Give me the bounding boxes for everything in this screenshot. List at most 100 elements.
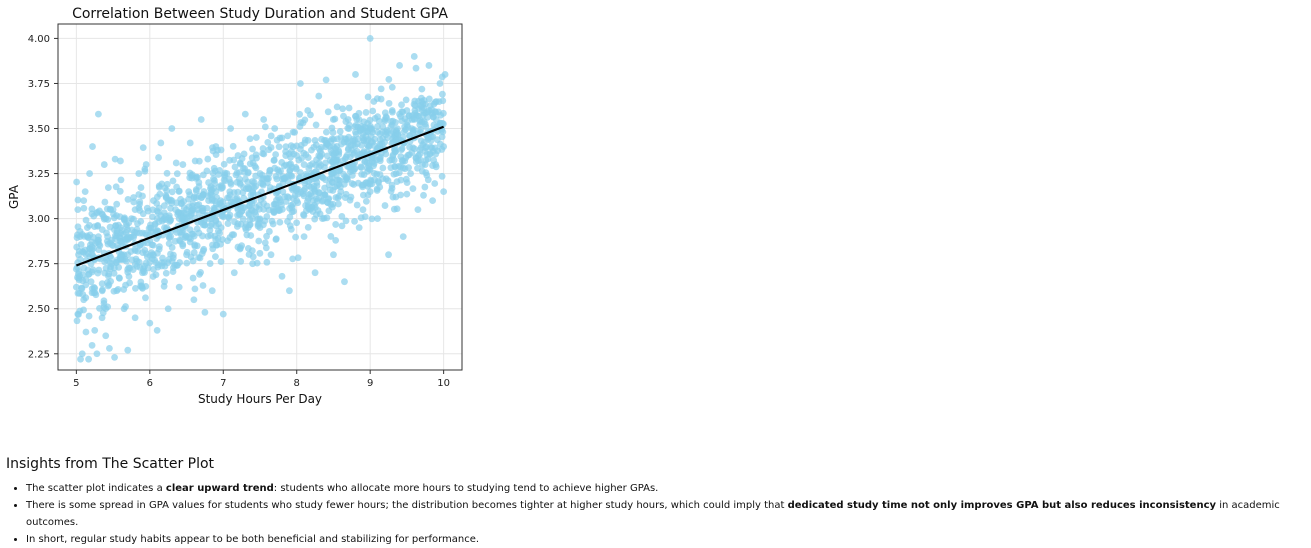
scatter-point	[366, 180, 374, 188]
scatter-point	[428, 106, 436, 113]
scatter-point	[102, 332, 110, 340]
scatter-point	[190, 296, 198, 304]
scatter-point	[131, 314, 139, 322]
scatter-point	[220, 176, 228, 184]
scatter-point	[110, 269, 118, 277]
scatter-point	[193, 225, 201, 233]
scatter-point	[307, 111, 314, 119]
scatter-point	[382, 150, 390, 158]
scatter-point	[198, 250, 206, 258]
scatter-point	[207, 222, 214, 230]
scatter-point	[422, 123, 430, 131]
scatter-point	[127, 248, 135, 255]
scatter-point	[286, 213, 294, 221]
scatter-point	[88, 285, 96, 293]
scatter-point	[282, 161, 290, 169]
scatter-point	[101, 198, 109, 206]
scatter-point	[237, 160, 244, 168]
scatter-point	[104, 184, 112, 191]
scatter-point	[261, 239, 269, 247]
scatter-point	[312, 121, 320, 129]
scatter-point	[179, 215, 187, 223]
scatter-point	[260, 199, 267, 207]
scatter-point	[344, 176, 351, 183]
scatter-point	[306, 162, 314, 169]
scatter-point	[437, 111, 445, 119]
scatter-point	[302, 151, 310, 158]
scatter-point	[353, 201, 361, 209]
scatter-point	[389, 117, 397, 125]
scatter-point	[260, 221, 267, 229]
scatter-point	[88, 210, 96, 218]
scatter-point	[368, 215, 376, 223]
scatter-point	[226, 211, 234, 219]
scatter-point	[227, 125, 235, 132]
scatter-point	[82, 328, 90, 336]
scatter-point	[183, 210, 191, 218]
scatter-point	[217, 146, 225, 154]
scatter-point	[342, 118, 350, 125]
scatter-point	[341, 194, 349, 201]
scatter-point	[287, 142, 295, 150]
scatter-point	[369, 138, 376, 146]
scatter-point	[255, 237, 263, 245]
scatter-point	[207, 189, 215, 196]
scatter-point	[279, 188, 287, 196]
scatter-point	[358, 164, 365, 172]
scatter-point	[320, 214, 328, 222]
scatter-point	[181, 233, 189, 241]
scatter-point	[276, 196, 284, 204]
scatter-point	[117, 176, 125, 184]
scatter-point	[135, 258, 143, 266]
scatter-point	[410, 115, 418, 123]
scatter-point	[82, 216, 90, 224]
scatter-point	[94, 269, 102, 277]
scatter-point	[341, 278, 348, 286]
scatter-point	[345, 104, 353, 112]
scatter-point	[285, 287, 293, 295]
scatter-point	[329, 129, 337, 136]
scatter-point	[328, 178, 336, 186]
scatter-point	[229, 142, 237, 150]
insights-list: The scatter plot indicates a clear upwar…	[6, 480, 1296, 548]
scatter-point	[398, 101, 405, 109]
scatter-point	[431, 180, 439, 187]
scatter-point	[411, 102, 419, 110]
scatter-point	[131, 228, 138, 236]
scatter-point	[329, 200, 337, 208]
scatter-point	[163, 169, 171, 177]
scatter-point	[191, 285, 199, 293]
scatter-point	[162, 269, 170, 277]
scatter-point	[295, 156, 303, 164]
scatter-point	[391, 163, 399, 171]
scatter-point	[304, 201, 312, 209]
scatter-point	[389, 193, 397, 201]
scatter-point	[276, 134, 284, 142]
scatter-point	[312, 161, 320, 169]
scatter-point	[289, 255, 297, 263]
scatter-point	[416, 102, 424, 109]
scatter-point	[399, 133, 407, 141]
scatter-point	[388, 83, 396, 91]
scatter-point	[314, 207, 322, 214]
scatter-point	[289, 186, 296, 194]
insight-emphasis: dedicated study time not only improves G…	[787, 500, 1217, 511]
scatter-point	[347, 142, 355, 149]
scatter-point	[233, 169, 241, 177]
scatter-point	[141, 165, 149, 173]
scatter-point	[234, 211, 241, 219]
scatter-point	[323, 128, 330, 136]
scatter-point	[116, 253, 124, 261]
scatter-point	[262, 244, 270, 252]
scatter-point	[80, 204, 88, 212]
scatter-point	[418, 118, 426, 126]
scatter-point	[185, 195, 193, 203]
scatter-point	[122, 281, 129, 289]
scatter-point	[98, 280, 106, 288]
scatter-point	[171, 261, 179, 269]
scatter-point	[88, 205, 96, 213]
scatter-point	[379, 164, 387, 172]
scatter-point	[117, 157, 124, 165]
scatter-point	[201, 308, 209, 316]
scatter-point	[334, 200, 342, 208]
